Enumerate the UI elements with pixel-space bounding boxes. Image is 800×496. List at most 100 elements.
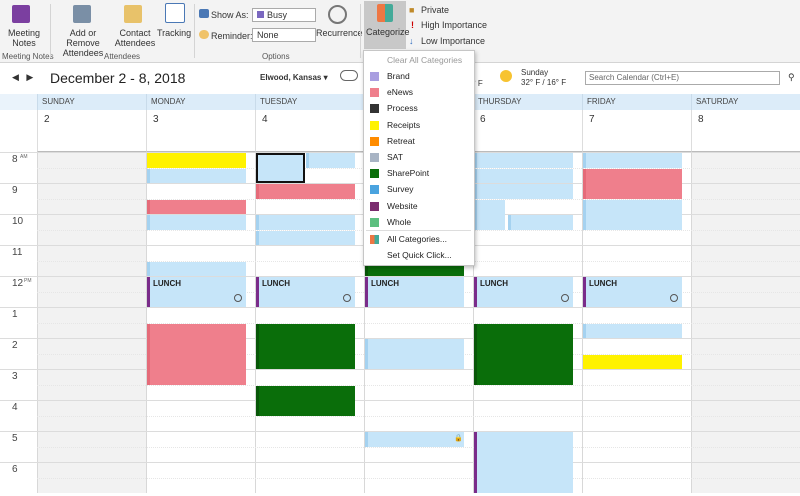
appointment[interactable] — [256, 230, 355, 245]
date-cell: 8 — [691, 110, 800, 152]
attendees-icon — [73, 5, 91, 23]
half-hour-line — [37, 477, 800, 479]
appointment[interactable] — [583, 168, 682, 199]
hour-suffix: PM — [24, 278, 32, 284]
lunch-appointment[interactable]: LUNCH — [365, 277, 464, 307]
appointment[interactable] — [256, 215, 355, 230]
lock-icon: 🔒 — [454, 435, 463, 442]
appointment[interactable] — [147, 168, 246, 183]
meeting-notes-button[interactable]: Meeting Notes — [7, 28, 41, 48]
location[interactable]: Elwood, Kansas ▾ — [260, 73, 328, 82]
hour-line — [0, 369, 800, 370]
contact-attendees-button[interactable]: Contact Attendees — [114, 28, 156, 48]
reminder-icon — [199, 30, 209, 39]
category-item[interactable]: Receipts — [387, 119, 421, 130]
appointment[interactable] — [583, 199, 682, 230]
half-hour-line — [37, 322, 800, 324]
category-item[interactable]: Brand — [387, 71, 410, 81]
category-item[interactable]: Website — [387, 200, 418, 211]
tracking-button[interactable]: Tracking — [157, 28, 192, 38]
search-icon[interactable]: ⚲ — [788, 72, 795, 82]
date-cell: 3 — [146, 110, 255, 152]
appointment[interactable] — [474, 432, 573, 493]
appointment[interactable] — [256, 184, 355, 199]
category-item[interactable]: SAT — [387, 152, 403, 162]
cloud-icon — [340, 70, 358, 81]
reminder-select[interactable]: None — [252, 28, 316, 42]
lunch-appointment[interactable]: LUNCH — [256, 277, 355, 307]
categorize-button[interactable]: Categorize — [364, 1, 410, 49]
appointment[interactable] — [147, 153, 246, 168]
hour-line — [0, 462, 800, 463]
category-item[interactable]: Whole — [387, 216, 412, 227]
appointment[interactable] — [147, 261, 246, 276]
clear-categories[interactable]: Clear All Categories — [387, 55, 463, 65]
hour-label: 6 — [12, 464, 18, 475]
appointment[interactable] — [256, 323, 355, 369]
appointment[interactable] — [583, 323, 682, 338]
appointment[interactable] — [147, 323, 246, 385]
high-importance-button[interactable]: High Importance — [421, 20, 488, 30]
forecast-temp: 32° F / 16° F — [521, 78, 567, 87]
appointment[interactable] — [474, 153, 573, 168]
category-item[interactable]: Process — [387, 103, 418, 114]
appointment[interactable] — [508, 215, 573, 230]
category-swatch — [370, 153, 379, 162]
appointment[interactable] — [583, 354, 682, 369]
appointment[interactable] — [365, 339, 464, 369]
category-swatch — [370, 185, 379, 195]
category-swatch — [370, 169, 379, 179]
day-header: FRIDAY — [582, 94, 691, 110]
hour-label: 12 — [12, 278, 24, 289]
category-item[interactable]: SharePoint — [387, 168, 430, 179]
hour-line — [0, 307, 800, 308]
private-button[interactable]: Private — [421, 5, 450, 15]
appointment[interactable] — [365, 432, 464, 447]
hour-suffix: AM — [20, 154, 28, 160]
search-box[interactable]: Search Calendar (Ctrl+E) — [585, 71, 780, 85]
appointment[interactable] — [256, 385, 355, 416]
appointment[interactable] — [583, 153, 682, 168]
day-header: MONDAY — [146, 94, 255, 110]
add-remove-attendees-button[interactable]: Add or Remove Attendees — [62, 28, 104, 58]
calendar-grid: SUNDAY2MONDAY3TUESDAY4WEDNESDAY5THURSDAY… — [0, 94, 800, 496]
recurrence-button[interactable]: Recurrence — [316, 28, 363, 38]
date-cell: 6 — [473, 110, 582, 152]
appointment[interactable] — [474, 323, 573, 385]
appointment[interactable] — [474, 184, 573, 199]
lunch-appointment[interactable]: LUNCH — [474, 277, 573, 307]
group-label: Options — [262, 52, 290, 61]
selected-slot[interactable] — [256, 153, 305, 183]
set-quick-click[interactable]: Set Quick Click... — [387, 250, 452, 260]
show-as-label: Show As: — [211, 10, 249, 20]
lunch-appointment[interactable]: LUNCH — [147, 277, 246, 307]
categorize-dropdown: Clear All Categories All Categories... S… — [363, 50, 475, 266]
category-item[interactable]: Survey — [387, 184, 414, 195]
hour-line — [0, 276, 800, 277]
show-as-select[interactable]: Busy — [252, 8, 316, 22]
appointment[interactable] — [147, 199, 246, 214]
weather-partial: 8° F — [468, 79, 483, 88]
date-range: December 2 - 8, 2018 — [50, 70, 186, 86]
show-as-icon — [199, 9, 209, 18]
prev-next[interactable]: ◀ ▶ — [12, 72, 34, 82]
hour-label: 5 — [12, 433, 18, 444]
separator — [366, 230, 471, 231]
low-importance-button[interactable]: Low Importance — [421, 36, 486, 46]
all-categories[interactable]: All Categories... — [387, 234, 447, 244]
hour-label: 3 — [12, 371, 18, 382]
appointment[interactable] — [474, 199, 505, 230]
appointment[interactable] — [147, 215, 246, 230]
category-swatch — [370, 201, 379, 211]
category-swatch — [370, 217, 379, 227]
category-swatch — [370, 136, 379, 146]
appointment[interactable] — [474, 168, 573, 183]
high-icon: ! — [411, 20, 414, 30]
category-item[interactable]: eNews — [387, 87, 413, 98]
recurrence-icon — [561, 294, 569, 302]
lunch-appointment[interactable]: LUNCH — [583, 277, 682, 307]
category-item[interactable]: Retreat — [387, 135, 415, 146]
appointment[interactable] — [306, 153, 355, 168]
date-cell: 7 — [582, 110, 691, 152]
